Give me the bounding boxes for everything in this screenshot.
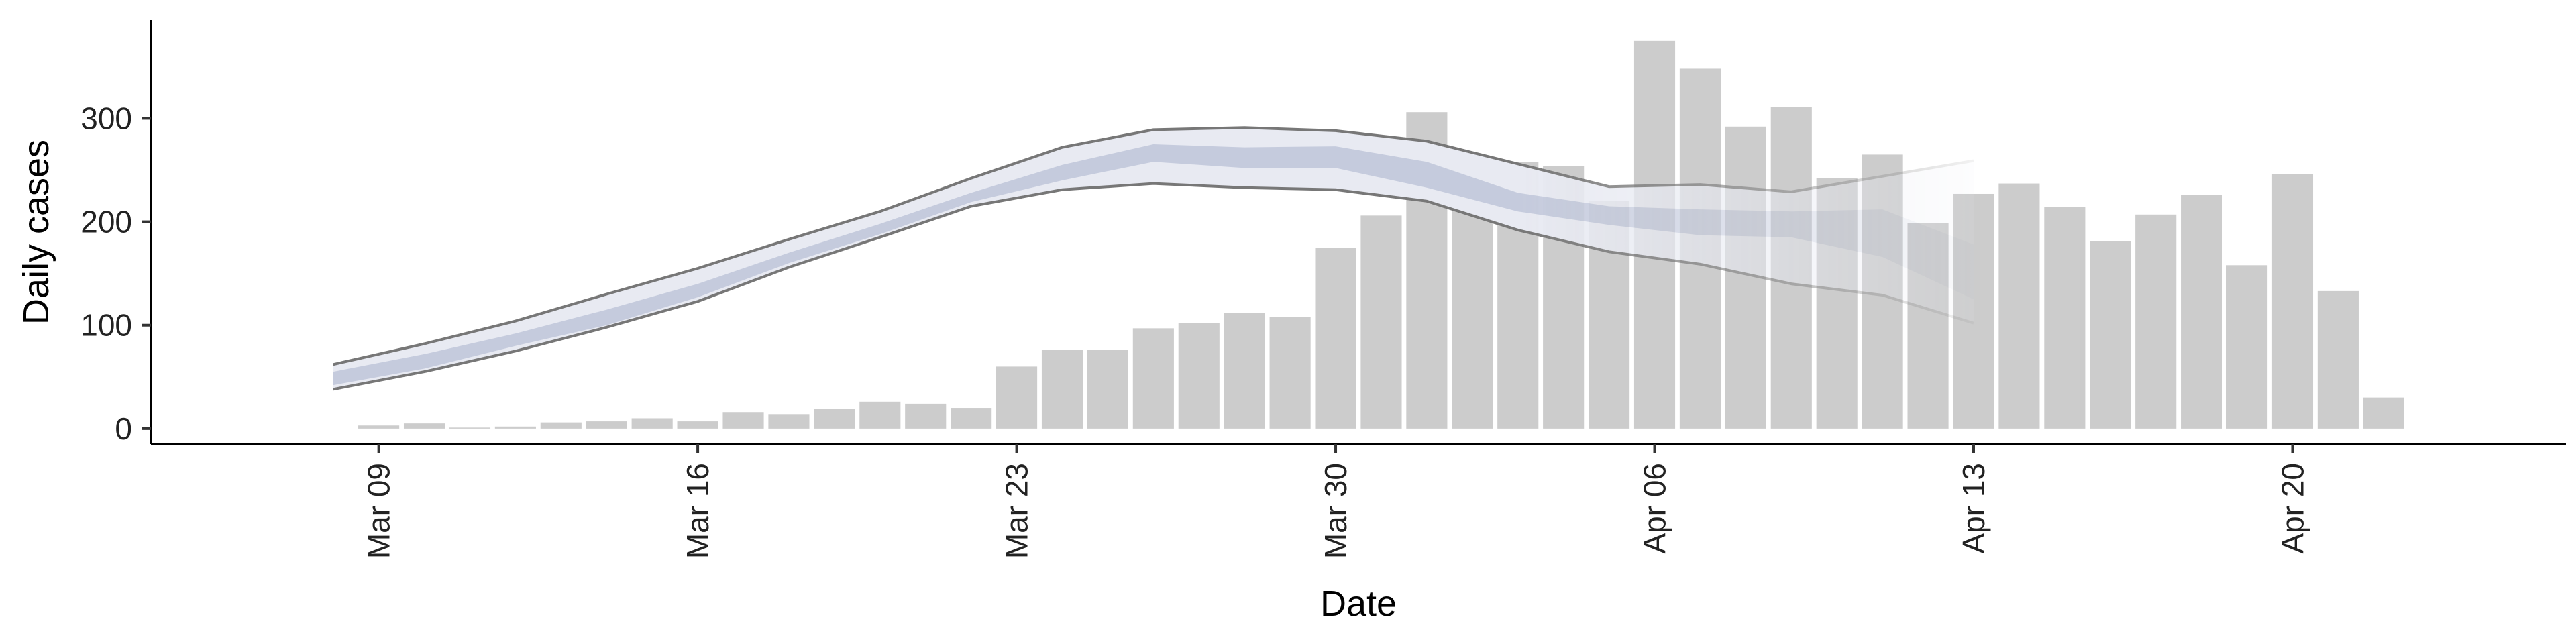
upper-bound-line (333, 126, 1974, 366)
x-tick-label: Apr 20 (2275, 463, 2310, 554)
daily-case-bar (494, 426, 536, 429)
y-tick-label: 200 (80, 205, 132, 239)
daily-case-bar (859, 401, 901, 429)
daily-case-bar (1041, 350, 1083, 429)
daily-case-bar (814, 409, 855, 429)
daily-case-bar (2226, 265, 2268, 429)
daily-case-bar (1269, 317, 1311, 429)
daily-case-bar (449, 427, 491, 429)
daily-case-bar (1998, 183, 2040, 429)
estimate-band-layer (333, 126, 1974, 391)
daily-case-bar (2317, 290, 2359, 429)
daily-case-bar (768, 414, 810, 429)
daily-case-bar (2135, 214, 2177, 429)
y-axis-title: Daily cases (16, 140, 56, 325)
daily-case-bar (1315, 248, 1356, 429)
daily-case-bar (1087, 350, 1128, 429)
y-tick-label: 100 (80, 308, 132, 343)
daily-case-bar (1132, 328, 1174, 429)
daily-case-bar (722, 412, 764, 429)
outer-estimate-band (333, 127, 1974, 390)
x-tick-label: Apr 06 (1638, 463, 1672, 554)
daily-case-bar (1360, 215, 1402, 429)
daily-case-bar (358, 425, 400, 429)
daily-case-bar (677, 421, 718, 429)
daily-case-bar (1224, 313, 1265, 429)
daily-case-bar (403, 423, 445, 429)
axes-layer: 0 100 200 300 Mar 09 Mar 16 Mar 23 Mar 30 Apr 06… (80, 20, 2566, 559)
daily-case-bar (951, 408, 992, 429)
daily-case-bar (2363, 397, 2404, 429)
daily-case-bar (2044, 207, 2086, 429)
y-tick-label: 0 (115, 411, 132, 446)
daily-case-bar (996, 366, 1038, 429)
daily-case-bar (540, 422, 582, 429)
x-tick-label: Mar 09 (362, 463, 396, 559)
daily-case-bar (1452, 203, 1493, 429)
x-axis-title: Date (1320, 584, 1397, 624)
daily-case-bar (2181, 195, 2222, 429)
daily-case-bar (905, 403, 947, 429)
x-tick-label: Apr 13 (1956, 463, 1991, 554)
bars-layer (358, 40, 2404, 429)
x-tick-label: Mar 23 (1000, 463, 1034, 559)
daily-case-bar (631, 418, 673, 429)
daily-case-bar (2090, 241, 2131, 429)
daily-case-bar (586, 421, 627, 429)
inner-estimate-band (333, 144, 1974, 386)
daily-case-bar (2271, 174, 2314, 429)
daily-case-bar (1178, 323, 1220, 429)
x-tick-label: Mar 30 (1318, 463, 1353, 559)
x-tick-label: Mar 16 (680, 463, 715, 559)
lower-bound-line (333, 182, 1974, 391)
y-tick-label: 300 (80, 101, 132, 136)
